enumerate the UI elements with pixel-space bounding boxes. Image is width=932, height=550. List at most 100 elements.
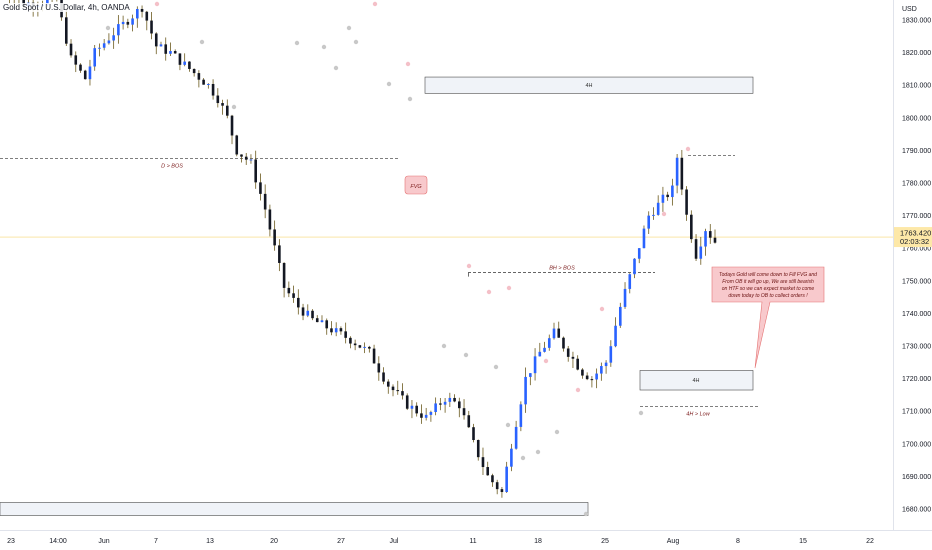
swing-markers [105,1,691,517]
x-tick-label: Jul [390,538,399,545]
candle-down [666,194,669,198]
candle-up [656,202,660,215]
candle-up [424,414,428,418]
candle-down [680,157,684,190]
candle-down [173,51,177,54]
candle-down [221,103,224,106]
candle-up [614,325,617,347]
candle-down [458,401,461,409]
y-tick-label: 1820.000 [902,50,931,57]
candle-up [661,194,665,203]
candle-down [315,318,319,323]
x-tick-label: 23 [7,538,15,545]
y-tick-label: 1830.000 [902,18,931,25]
swing-marker-dot [583,511,589,517]
symbol-title: Gold Spot / U.S. Dollar, 4h, OANDA [3,3,130,12]
time-axis: 23 14:00 Jun 7 13 20 27 Jul 11 18 25 Aug 8 15 22 [0,530,932,550]
swing-marker-dot [575,387,581,393]
candle-up [604,362,608,367]
candle-up [121,21,125,25]
candle-up [623,288,627,307]
x-tick-label: 8 [736,538,740,545]
y-tick-label: 1730.000 [902,344,931,351]
x-tick-label: 22 [866,538,874,545]
candle-down [401,391,404,396]
swing-marker-dot [685,146,691,152]
candle-up [533,356,537,374]
candle-down [453,397,456,402]
candle-down [481,457,485,468]
countdown-value: 02:03:32 [900,237,929,246]
candle-down [263,193,267,210]
candle-up [514,426,518,449]
candle-down [325,320,329,329]
candle-down [472,427,475,441]
candle-up [538,351,542,357]
candle-up [633,258,636,275]
candle-up [306,310,310,316]
candle-up [183,61,186,65]
x-tick-label: Aug [667,538,680,545]
candle-down [571,356,575,359]
x-tick-label: Jun [98,538,109,545]
candle-up [552,328,556,339]
candle-down [372,348,376,364]
candle-up [107,40,111,44]
candle-down [292,293,295,298]
swing-marker-dot [105,25,111,31]
candle-down [273,229,276,246]
candle-down [382,372,385,382]
candle-down [386,381,390,387]
zone-4h-mid-label: 4H [692,378,699,384]
zones: 4H 4H [0,76,754,516]
candle-down [415,405,418,414]
swing-marker-dot [294,40,300,46]
time-axis-bg [0,530,932,550]
candle-down [254,159,257,183]
candle-up [102,43,106,48]
d-bos-label: D > BOS [161,164,183,170]
candle-up [46,0,49,5]
candle-up [671,185,674,198]
candle-down [562,337,565,349]
candle-down [235,135,239,155]
candle-down [230,115,234,136]
bh-bos-label: BH > BOS [549,266,575,272]
y-tick-label: 1750.000 [902,278,931,285]
candle-down [216,95,220,104]
candle-up [334,328,338,333]
y-tick-label: 1690.000 [902,474,931,481]
candle-down [486,467,490,476]
candle-down [368,346,371,349]
candle-down [708,231,712,238]
swing-marker-dot [520,455,526,461]
y-tick-label: 1720.000 [902,376,931,383]
h4-low-label: 4H > Low [686,411,710,417]
candle-up [609,346,613,363]
candle-down [145,11,149,21]
candle-down [439,403,442,405]
candle-up [249,159,253,161]
candle-down [566,348,570,357]
candle-up [320,320,324,323]
swing-marker-dot [463,352,469,358]
candle-down [240,154,243,157]
candle-up [88,66,92,80]
candle-down [576,358,579,370]
candle-down [311,310,314,319]
candle-down [491,475,494,483]
current-price-tag [894,227,932,248]
candle-up [131,18,134,25]
y-tick-label: 1770.000 [902,213,931,220]
candle-up [519,404,523,427]
candle-down [339,328,343,332]
candle-down [259,182,262,194]
level-lines [0,154,893,407]
candle-down [178,53,182,65]
y-tick-label: 1680.000 [902,507,931,514]
candle-down [301,307,305,316]
candle-down [140,8,144,12]
candle-up [429,411,433,415]
